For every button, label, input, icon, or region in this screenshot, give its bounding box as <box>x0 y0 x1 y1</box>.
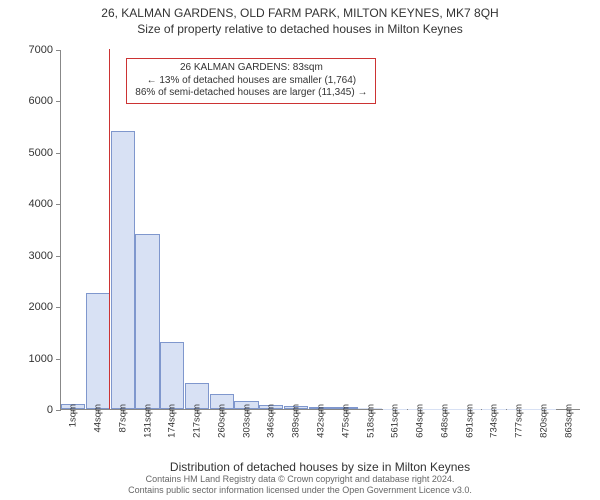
x-tick-label: 389sqm <box>291 404 302 438</box>
y-tick <box>56 256 61 257</box>
y-tick <box>56 153 61 154</box>
x-tick-label: 648sqm <box>439 404 450 438</box>
y-tick-label: 0 <box>13 404 53 416</box>
x-tick-label: 1sqm <box>68 404 79 427</box>
x-tick-label: 820sqm <box>538 404 549 438</box>
x-tick-label: 131sqm <box>142 404 153 438</box>
y-tick-label: 2000 <box>13 301 53 313</box>
footer: Contains HM Land Registry data © Crown c… <box>0 474 600 497</box>
x-tick-label: 346sqm <box>266 404 277 438</box>
x-tick-label: 863sqm <box>563 404 574 438</box>
chart-area: 010002000300040005000600070001sqm44sqm87… <box>60 50 580 410</box>
plot: 010002000300040005000600070001sqm44sqm87… <box>60 50 580 410</box>
y-tick-label: 5000 <box>13 147 53 159</box>
x-tick-label: 44sqm <box>93 404 104 433</box>
y-tick-label: 3000 <box>13 250 53 262</box>
x-tick-label: 777sqm <box>514 404 525 438</box>
x-tick-label: 303sqm <box>241 404 252 438</box>
y-tick-label: 1000 <box>13 353 53 365</box>
marker-line <box>109 49 110 409</box>
footer-line1: Contains HM Land Registry data © Crown c… <box>0 474 600 485</box>
y-tick-label: 6000 <box>13 95 53 107</box>
x-tick-label: 691sqm <box>464 404 475 438</box>
x-axis-label: Distribution of detached houses by size … <box>60 460 580 474</box>
title-line1: 26, KALMAN GARDENS, OLD FARM PARK, MILTO… <box>0 6 600 20</box>
annotation-line2: ← 13% of detached houses are smaller (1,… <box>135 75 367 88</box>
x-tick-label: 518sqm <box>365 404 376 438</box>
annotation-line3: 86% of semi-detached houses are larger (… <box>135 87 367 100</box>
y-tick <box>56 50 61 51</box>
bar <box>135 234 159 409</box>
bar <box>111 131 135 409</box>
x-tick-label: 561sqm <box>390 404 401 438</box>
y-tick-label: 4000 <box>13 198 53 210</box>
title-line2: Size of property relative to detached ho… <box>0 22 600 36</box>
x-tick-label: 174sqm <box>167 404 178 438</box>
bar <box>160 342 184 409</box>
y-tick-label: 7000 <box>13 44 53 56</box>
x-tick-label: 87sqm <box>117 404 128 433</box>
y-tick <box>56 204 61 205</box>
y-tick <box>56 410 61 411</box>
y-tick <box>56 307 61 308</box>
annotation-box: 26 KALMAN GARDENS: 83sqm ← 13% of detach… <box>126 58 376 104</box>
footer-line2: Contains public sector information licen… <box>0 485 600 496</box>
x-tick-label: 475sqm <box>340 404 351 438</box>
bar <box>86 293 110 409</box>
x-tick-label: 604sqm <box>415 404 426 438</box>
x-tick-label: 734sqm <box>489 404 500 438</box>
x-tick-label: 217sqm <box>192 404 203 438</box>
figure: 26, KALMAN GARDENS, OLD FARM PARK, MILTO… <box>0 0 600 500</box>
title-block: 26, KALMAN GARDENS, OLD FARM PARK, MILTO… <box>0 0 600 36</box>
annotation-line1: 26 KALMAN GARDENS: 83sqm <box>135 62 367 75</box>
y-tick <box>56 101 61 102</box>
x-tick-label: 260sqm <box>216 404 227 438</box>
y-tick <box>56 359 61 360</box>
x-tick-label: 432sqm <box>316 404 327 438</box>
